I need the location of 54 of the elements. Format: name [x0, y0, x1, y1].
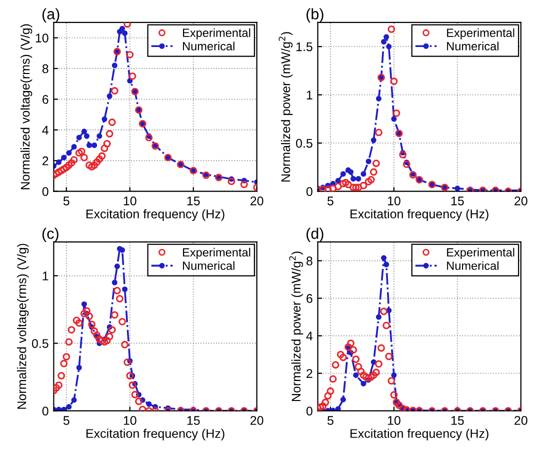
- y-tick-label: 0.5: [32, 339, 48, 348]
- y-tick-label: 0.5: [296, 138, 312, 148]
- legend-label: Experimental: [183, 248, 250, 259]
- x-tick-label: 20: [250, 196, 264, 206]
- y-tick-label: 0: [306, 406, 312, 416]
- chart-title: (b): [306, 8, 324, 22]
- y-tick-label: 4: [42, 126, 48, 134]
- chart-title: (a): [42, 8, 60, 22]
- y-tick-label: 1: [42, 272, 48, 280]
- x-axis-title: Excitation frequency (Hz): [350, 428, 488, 440]
- y-tick-label: 8: [306, 256, 312, 266]
- y-tick-label: 0: [42, 406, 48, 416]
- legend-label: Experimental: [447, 28, 514, 40]
- legend-label: Experimental: [183, 28, 250, 40]
- x-tick-label: 20: [514, 196, 528, 206]
- y-tick-label: 2: [42, 156, 48, 166]
- chart-title: (d): [306, 228, 324, 242]
- x-tick-label: 5: [63, 196, 70, 206]
- legend-label: Numerical: [447, 261, 498, 270]
- legend-label: Experimental: [447, 248, 514, 259]
- legend-label: Numerical: [183, 42, 234, 50]
- legend-label: Numerical: [447, 42, 498, 50]
- x-tick-label: 15: [451, 416, 464, 425]
- legend-label: Numerical: [183, 261, 234, 270]
- y-tick-label: 10: [36, 34, 48, 42]
- x-tick-label: 15: [187, 196, 200, 206]
- x-tick-label: 5: [63, 416, 70, 425]
- y-axis-title: Normalized voltage(rms) (V/g): [20, 24, 32, 190]
- x-axis-title: Excitation frequency (Hz): [350, 209, 488, 221]
- x-tick-label: 10: [388, 416, 400, 425]
- x-tick-label: 5: [327, 416, 334, 425]
- y-tick-label: 2: [306, 369, 312, 378]
- x-tick-label: 5: [327, 196, 334, 206]
- y-tick-label: 0: [306, 187, 312, 196]
- x-tick-label: 15: [451, 196, 464, 206]
- x-tick-label: 20: [250, 416, 264, 425]
- x-tick-label: 20: [514, 416, 528, 425]
- y-tick-label: 1: [306, 90, 312, 100]
- y-axis-title: Normalized power (mW/g$^{2}$): [278, 32, 293, 182]
- x-tick-label: 10: [124, 196, 136, 206]
- y-tick-label: 1.5: [296, 42, 312, 52]
- x-tick-label: 10: [388, 196, 400, 206]
- x-axis-title: Excitation frequency (Hz): [86, 209, 224, 221]
- chart-title: (c): [42, 228, 58, 242]
- y-axis-title: Normalized power (mW/g$^{2}$): [289, 252, 304, 402]
- y-tick-label: 4: [306, 332, 313, 340]
- x-axis-title: Excitation frequency (Hz): [86, 428, 224, 440]
- x-tick-label: 15: [187, 416, 200, 425]
- y-tick-label: 6: [42, 95, 48, 104]
- y-tick-label: 8: [42, 64, 48, 74]
- y-tick-label: 0: [42, 187, 48, 196]
- x-tick-label: 10: [124, 416, 136, 425]
- y-tick-label: 6: [306, 294, 312, 303]
- y-axis-title: Normalized voltage(rms) (V/g): [17, 244, 29, 409]
